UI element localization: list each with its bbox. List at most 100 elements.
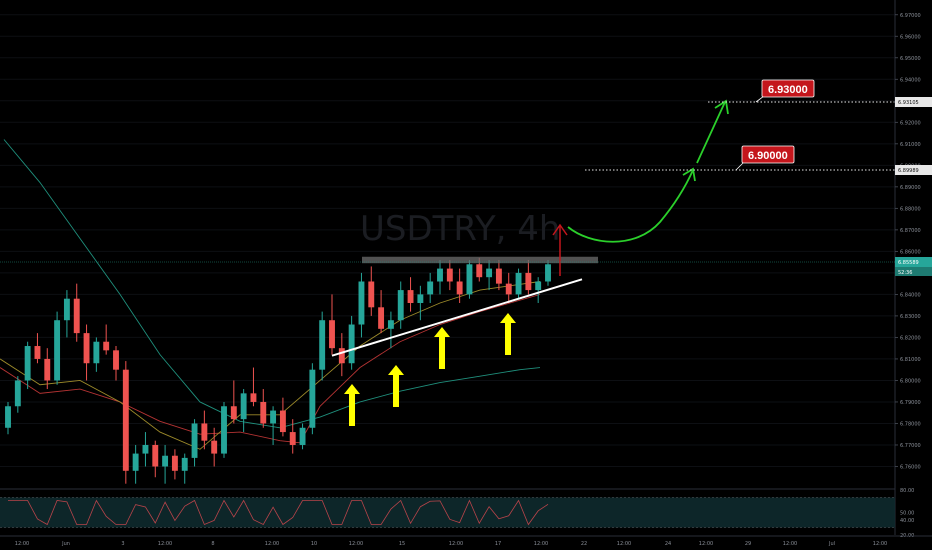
- support-arrow: [388, 365, 404, 407]
- time-tick-label: 12:00: [15, 541, 29, 547]
- candle-body: [397, 290, 404, 321]
- current-price-label: 6.85589: [898, 260, 919, 266]
- candle-body: [368, 281, 375, 308]
- candle-body: [113, 350, 119, 370]
- candle-body: [329, 320, 335, 349]
- target-label-text: 6.90000: [748, 150, 788, 162]
- candle-body: [299, 427, 306, 445]
- time-tick-label: 12:00: [534, 541, 548, 547]
- price-tick-label: 6.87000: [900, 228, 921, 234]
- candle-body: [319, 320, 326, 370]
- time-tick-label: 12:00: [783, 541, 797, 547]
- candle-body: [456, 281, 463, 295]
- candle-body: [279, 410, 286, 433]
- target-label-pointer: [735, 161, 745, 171]
- candle-body: [63, 298, 70, 321]
- countdown-label: 52:36: [898, 270, 912, 276]
- candle-body: [309, 369, 316, 428]
- moving-average-line: [0, 293, 541, 444]
- candle-body: [240, 393, 247, 420]
- resistance-zone: [362, 256, 598, 264]
- candle-body: [211, 440, 218, 454]
- candlesticks: [5, 257, 551, 484]
- candle-body: [171, 455, 178, 471]
- candle-body: [83, 333, 90, 364]
- price-tick-label: 6.96000: [900, 34, 921, 40]
- rsi-line: [8, 499, 549, 526]
- price-tick-label: 6.81000: [900, 357, 921, 363]
- candle-body: [191, 423, 198, 458]
- price-tick-label: 6.95000: [900, 56, 921, 62]
- time-tick-label: 12:00: [158, 541, 172, 547]
- current-price-tag: [895, 257, 932, 267]
- candle-body: [495, 268, 502, 284]
- candle-body: [152, 444, 159, 467]
- price-tick-label: 6.76000: [900, 464, 921, 470]
- price-tick-label: 6.77000: [900, 443, 921, 449]
- candle-body: [466, 264, 473, 295]
- price-tick-label: 6.88000: [900, 206, 921, 212]
- rsi-tick-label: 80.00: [900, 488, 914, 494]
- candle-body: [505, 283, 512, 295]
- candle-body: [54, 320, 61, 381]
- target-label-box: [761, 79, 815, 98]
- candle-body: [132, 453, 139, 471]
- candle-body: [250, 393, 257, 402]
- candle-body: [348, 324, 355, 364]
- moving-average-line: [0, 281, 541, 450]
- candle-body: [535, 281, 542, 291]
- candle-body: [515, 272, 522, 295]
- candle-body: [162, 455, 169, 467]
- time-tick-label: 8: [211, 541, 214, 547]
- time-tick-label: Jun: [61, 541, 70, 547]
- price-tick-label: 6.97000: [900, 13, 921, 19]
- candle-body: [73, 298, 80, 334]
- candle-body: [338, 348, 345, 364]
- time-tick-label: 12:00: [349, 541, 363, 547]
- candle-body: [221, 406, 227, 454]
- time-tick-label: Jul: [828, 541, 835, 547]
- rsi-band: [0, 497, 895, 528]
- price-tick-label: 6.82000: [900, 335, 921, 341]
- candle-body: [201, 423, 208, 441]
- target1-price-label: 6.89989: [898, 168, 919, 174]
- candle-body: [545, 264, 551, 282]
- time-tick-label: 12:00: [873, 541, 887, 547]
- price-tick-label: 6.94000: [900, 77, 921, 83]
- time-tick-label: 3: [121, 541, 124, 547]
- target-label-text: 6.93000: [768, 84, 808, 96]
- candle-body: [142, 444, 149, 454]
- projection-arrow-head-2: [714, 99, 729, 115]
- trend-line: [331, 278, 583, 357]
- projection-arrow-head: [682, 167, 696, 182]
- countdown-tag: [895, 267, 932, 276]
- time-axis[interactable]: 12:00 Jun 3 12:00 8 12:00 10 12:00 15 12:00 17 12:0…: [0, 535, 932, 547]
- time-tick-label: 12:00: [617, 541, 631, 547]
- time-tick-label: 12:00: [699, 541, 713, 547]
- time-tick-label: 12:00: [449, 541, 463, 547]
- projection-leg-2: [696, 101, 726, 164]
- target2-price-label: 6.93105: [898, 100, 919, 106]
- candle-body: [24, 346, 31, 381]
- support-arrow: [500, 313, 516, 355]
- target-label-box: [741, 145, 795, 164]
- candle-body: [14, 380, 21, 407]
- candle-body: [260, 401, 267, 424]
- candle-body: [358, 281, 365, 325]
- drawing-annotations[interactable]: 6.90000 6.93000: [331, 79, 895, 426]
- candle-body: [5, 406, 11, 428]
- candle-body: [387, 320, 394, 329]
- price-axis[interactable]: 6.97000 6.96000 6.95000 6.94000 6.93000 6.920…: [0, 0, 932, 535]
- candle-body: [289, 432, 296, 445]
- candle-body: [378, 307, 385, 329]
- price-tick-label: 6.89000: [900, 185, 921, 191]
- candle-body: [93, 341, 100, 364]
- price-tick-label: 6.80000: [900, 378, 921, 384]
- candle-body: [427, 281, 434, 295]
- target2-price-tag: [895, 97, 932, 107]
- breakout-arrow-head: [552, 223, 568, 236]
- candle-body: [446, 268, 453, 282]
